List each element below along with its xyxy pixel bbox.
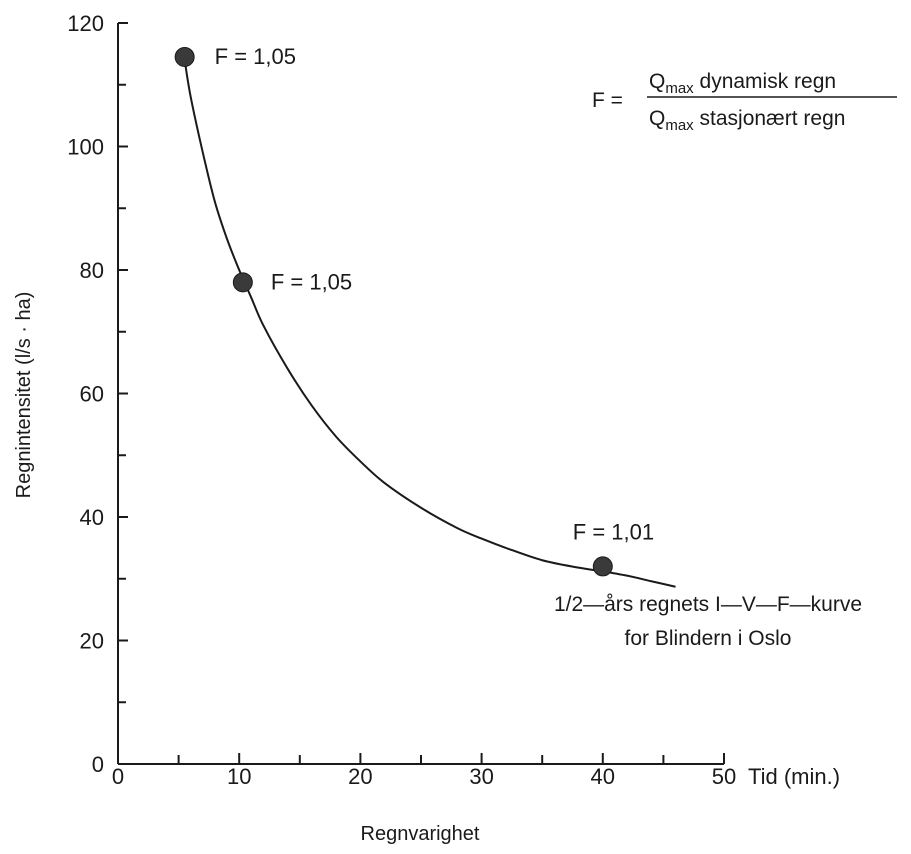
x-tick-label: 30	[469, 764, 493, 789]
caption-line-1: 1/2—års regnets I—V—F—kurve	[554, 593, 862, 616]
x-tick-label: 50	[712, 764, 736, 789]
ticks: 0 10 20 30 40 50 0 20 40 60 80 100 120	[67, 11, 736, 789]
data-point-label: F = 1,05	[271, 269, 352, 294]
data-point-marker	[592, 556, 613, 577]
y-tick-label: 100	[67, 135, 104, 160]
data-point-marker	[232, 272, 253, 293]
x-tick-label: 20	[348, 764, 372, 789]
series	[183, 59, 676, 588]
series-line	[183, 59, 676, 588]
x-tick-label: 10	[227, 764, 251, 789]
axes	[117, 23, 724, 765]
formula-lhs: F =	[592, 89, 623, 112]
formula-numerator: Qmax dynamisk regn	[649, 70, 836, 97]
y-tick-label: 120	[67, 11, 104, 36]
x-tick-label: 40	[591, 764, 615, 789]
x-axis-title: Regnvarighet	[361, 823, 480, 845]
formula-den-sub: max	[665, 117, 694, 134]
formula: F = Qmax dynamisk regn Qmax stasjonært r…	[592, 70, 897, 134]
y-tick-label: 20	[80, 629, 104, 654]
data-point-marker	[174, 46, 195, 67]
y-tick-label: 0	[92, 752, 104, 777]
formula-denominator: Qmax stasjonært regn	[649, 107, 845, 134]
formula-den-main: Q	[649, 107, 665, 130]
formula-num-rest: dynamisk regn	[694, 70, 836, 93]
x-tick-label: 0	[112, 764, 124, 789]
formula-num-sub: max	[665, 80, 694, 97]
y-tick-label: 80	[80, 258, 104, 283]
data-point-label: F = 1,05	[215, 44, 296, 69]
y-tick-label: 40	[80, 505, 104, 530]
caption-line-2: for Blindern i Oslo	[625, 627, 792, 650]
y-axis-title: Regnintensitet (l/s · ha)	[13, 292, 35, 499]
formula-den-rest: stasjonært regn	[694, 107, 846, 130]
data-point-label: F = 1,01	[573, 519, 654, 544]
y-tick-label: 60	[80, 382, 104, 407]
x-axis-unit-label: Tid (min.)	[748, 764, 840, 789]
formula-num-main: Q	[649, 70, 665, 93]
points: F = 1,05 F = 1,05 F = 1,01	[174, 44, 654, 577]
